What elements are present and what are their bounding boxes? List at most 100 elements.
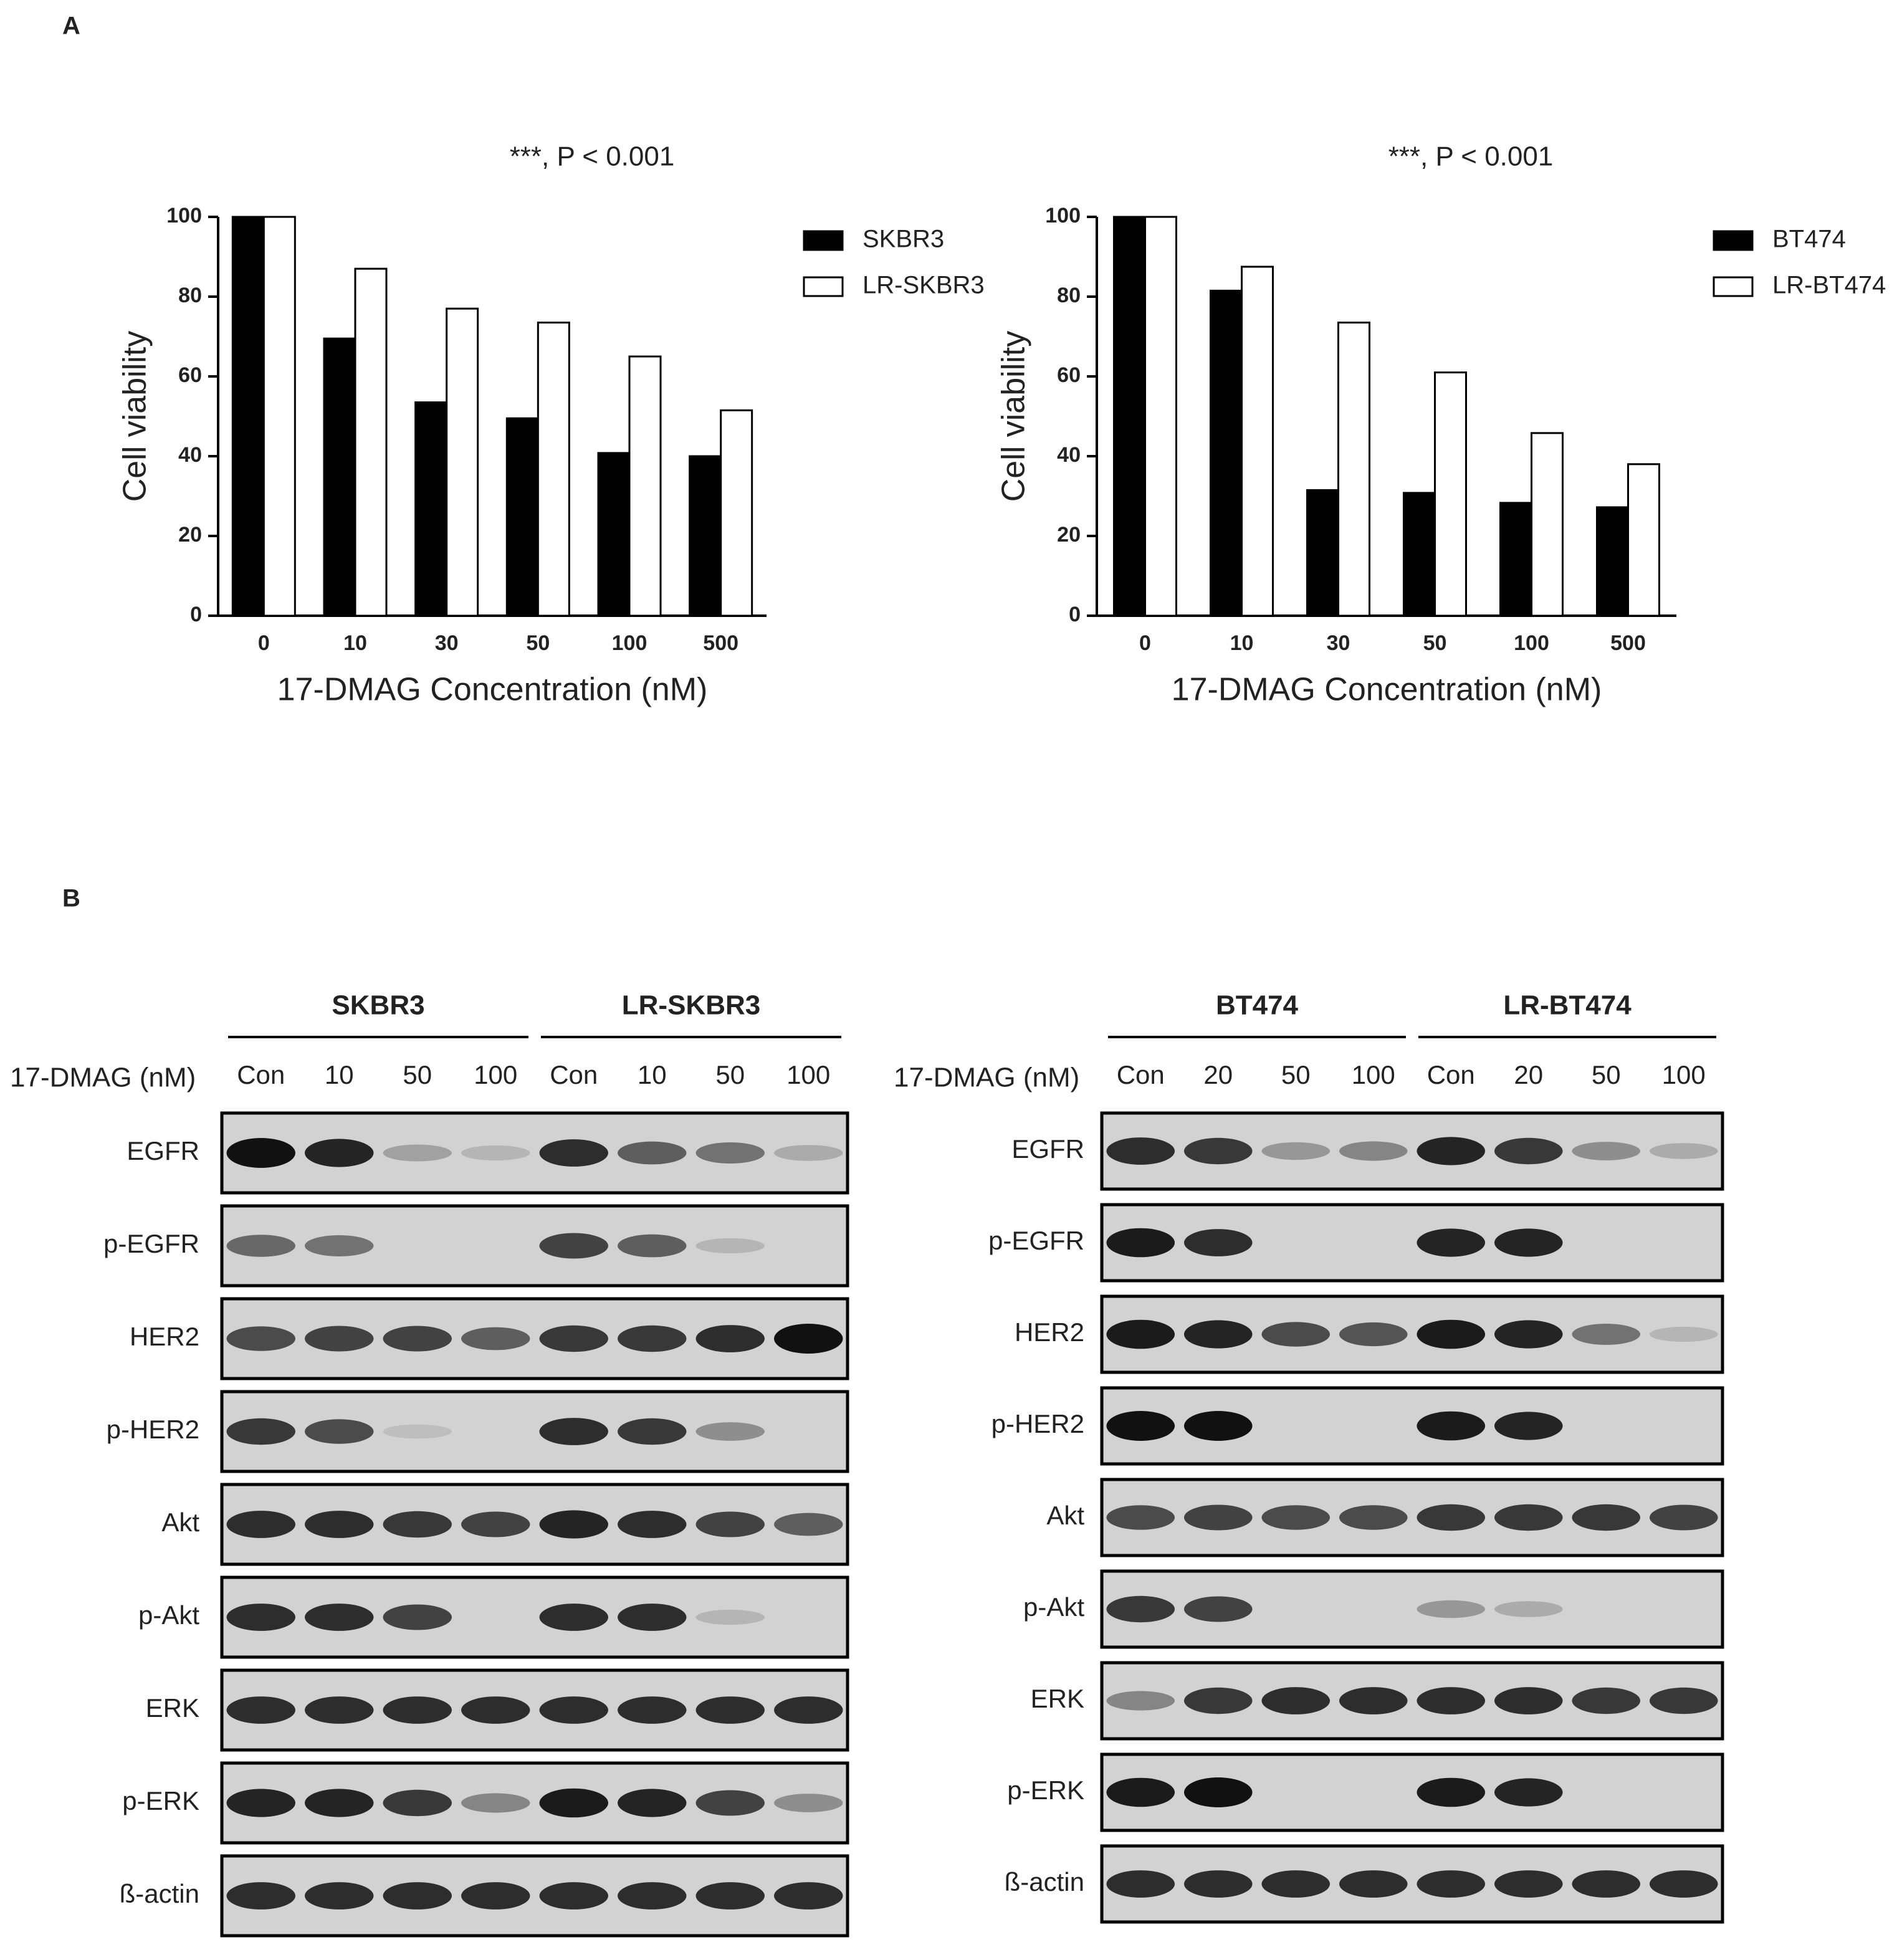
band <box>1339 1870 1408 1898</box>
band <box>618 1141 687 1165</box>
band <box>383 1604 452 1630</box>
band <box>1106 1870 1175 1898</box>
row-label: Akt <box>1046 1501 1084 1530</box>
band <box>1494 1137 1563 1165</box>
band <box>1183 1320 1253 1349</box>
group-label: SKBR3 <box>332 990 424 1021</box>
bar <box>1210 289 1243 617</box>
legend-label: BT474 <box>1772 226 1846 253</box>
band <box>774 1145 843 1161</box>
lane-label: 100 <box>1662 1060 1706 1089</box>
lane-label: 100 <box>474 1060 517 1089</box>
band <box>1494 1687 1563 1714</box>
band <box>383 1696 452 1724</box>
y-tick-label: 20 <box>178 523 202 547</box>
band <box>695 1422 765 1441</box>
lane-label: 50 <box>403 1060 432 1089</box>
lane-label: 50 <box>1281 1060 1311 1089</box>
band <box>539 1882 608 1910</box>
row-label: HER2 <box>130 1322 199 1351</box>
x-tick-label: 500 <box>703 631 738 655</box>
lane-label: 10 <box>325 1060 354 1089</box>
band <box>461 1327 530 1350</box>
band <box>1106 1228 1175 1258</box>
band <box>539 1604 608 1631</box>
band <box>305 1882 374 1910</box>
bar <box>537 322 570 617</box>
band <box>305 1789 374 1817</box>
x-tick-label: 100 <box>612 631 647 655</box>
bar <box>231 216 265 617</box>
y-tick-label: 60 <box>1057 363 1081 387</box>
band <box>695 1142 765 1164</box>
band <box>1417 1319 1486 1349</box>
x-tick-label: 50 <box>526 631 550 655</box>
x-tick-label: 50 <box>1423 631 1447 655</box>
band <box>1494 1228 1563 1257</box>
y-tick-label: 60 <box>178 363 202 387</box>
band <box>695 1790 765 1816</box>
band <box>774 1794 843 1812</box>
band <box>1106 1411 1175 1441</box>
lane-label: 10 <box>638 1060 667 1089</box>
band <box>774 1696 843 1724</box>
bar <box>262 216 296 617</box>
row-label: Akt <box>161 1508 199 1537</box>
bar <box>1531 432 1564 617</box>
band <box>226 1418 295 1445</box>
band <box>1261 1322 1331 1347</box>
band <box>539 1233 608 1259</box>
band <box>1417 1228 1486 1257</box>
band <box>1339 1505 1408 1530</box>
band <box>539 1418 608 1445</box>
legend-label: LR-BT474 <box>1772 272 1886 299</box>
band <box>695 1511 765 1537</box>
x-axis-title: 17-DMAG Concentration (nM) <box>277 672 708 708</box>
lane-label: 20 <box>1203 1060 1233 1089</box>
band <box>1106 1137 1175 1165</box>
band <box>1649 1143 1718 1159</box>
band <box>1417 1504 1486 1531</box>
band <box>539 1325 608 1352</box>
band <box>1183 1411 1253 1441</box>
bar <box>414 401 448 617</box>
row-label: p-ERK <box>122 1786 199 1815</box>
band <box>1417 1600 1486 1618</box>
band <box>695 1882 765 1910</box>
band <box>539 1510 608 1539</box>
bar <box>597 452 631 617</box>
band <box>1572 1870 1641 1898</box>
band <box>1417 1777 1486 1807</box>
bar <box>1499 502 1532 617</box>
bar <box>446 307 479 617</box>
legend-swatch <box>1713 276 1754 297</box>
band <box>774 1324 843 1354</box>
band <box>774 1513 843 1536</box>
band <box>226 1882 295 1910</box>
dose-label: 17-DMAG (nM) <box>894 1063 1079 1093</box>
row-label: ß-actin <box>1005 1867 1084 1896</box>
y-tick-label: 20 <box>1057 523 1081 547</box>
band <box>618 1882 687 1910</box>
row-label: p-EGFR <box>988 1226 1084 1255</box>
bar <box>1337 322 1370 617</box>
band <box>618 1511 687 1538</box>
band <box>226 1235 295 1257</box>
band <box>1261 1142 1331 1160</box>
band <box>461 1696 530 1724</box>
row-label: p-ERK <box>1007 1776 1084 1805</box>
bar <box>1403 492 1436 617</box>
group-label: BT474 <box>1216 990 1299 1021</box>
band <box>383 1144 452 1162</box>
row-label: p-Akt <box>138 1600 199 1630</box>
y-tick-label: 80 <box>1057 284 1081 307</box>
band <box>1494 1504 1563 1531</box>
x-tick-label: 10 <box>343 631 367 655</box>
band <box>695 1609 765 1625</box>
band <box>226 1326 295 1351</box>
x-tick-label: 0 <box>1139 631 1151 655</box>
band <box>305 1235 374 1256</box>
x-axis-title: 17-DMAG Concentration (nM) <box>1172 672 1602 708</box>
y-tick-label: 40 <box>178 443 202 467</box>
